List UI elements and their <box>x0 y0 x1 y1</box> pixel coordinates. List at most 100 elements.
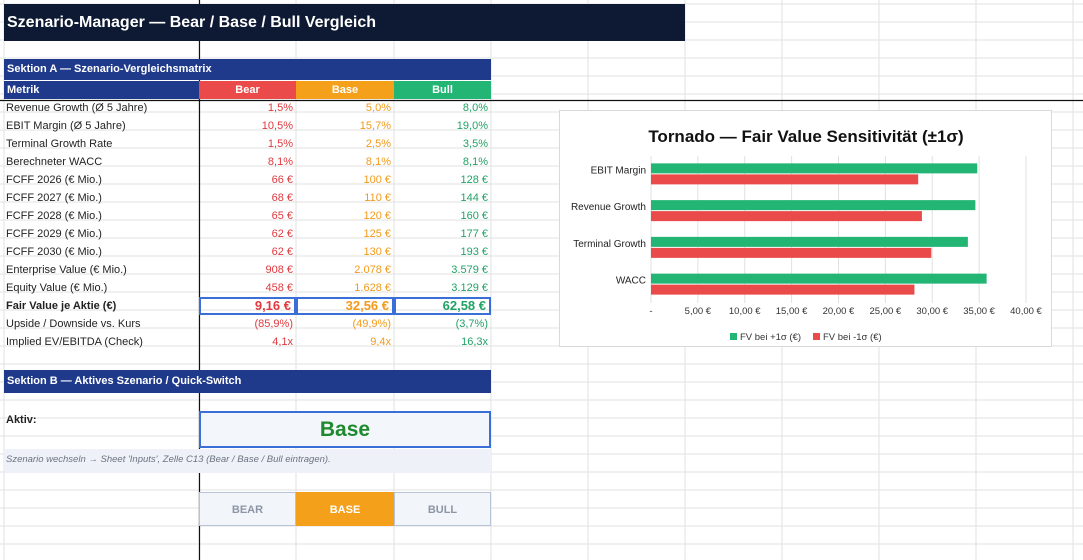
base-value[interactable]: 125 € <box>363 228 391 240</box>
bar-plus <box>651 236 968 247</box>
metric-label[interactable]: FCFF 2028 (€ Mio.) <box>6 210 102 222</box>
x-tick-label: 35,00 € <box>963 306 995 317</box>
x-tick-label: 10,00 € <box>729 306 761 317</box>
metric-label[interactable]: Equity Value (€ Mio.) <box>6 282 108 294</box>
base-button[interactable]: BASE <box>296 492 394 526</box>
bull-value[interactable]: 16,3x <box>461 336 488 348</box>
matrix-row: FCFF 2030 (€ Mio.) 62 € 130 € 193 € <box>4 243 491 261</box>
header-base: Base <box>296 81 394 99</box>
base-value[interactable]: 100 € <box>363 174 391 186</box>
metric-label[interactable]: Terminal Growth Rate <box>6 138 113 150</box>
bear-value[interactable]: 908 € <box>265 264 293 276</box>
matrix-row: Equity Value (€ Mio.) 458 € 1.628 € 3.129 € <box>4 279 491 297</box>
bear-button[interactable]: BEAR <box>199 492 296 526</box>
bar-plus <box>651 163 978 174</box>
base-value[interactable]: 110 € <box>364 192 391 204</box>
section-b-title: Sektion B — Aktives Szenario / Quick-Swi… <box>4 370 491 393</box>
matrix-row: Implied EV/EBITDA (Check) 4,1x 9,4x 16,3x <box>4 333 491 351</box>
bear-value[interactable]: 458 € <box>265 282 293 294</box>
bull-value[interactable]: 193 € <box>460 246 488 258</box>
bull-value[interactable]: 8,0% <box>462 102 488 114</box>
legend-label: FV bei -1σ (€) <box>823 332 882 343</box>
metric-label[interactable]: FCFF 2030 (€ Mio.) <box>6 246 102 258</box>
matrix-row: Terminal Growth Rate 1,5% 2,5% 3,5% <box>4 135 491 153</box>
base-value[interactable]: 8,1% <box>365 156 391 168</box>
metric-label[interactable]: Implied EV/EBITDA (Check) <box>6 336 143 348</box>
metric-label[interactable]: FCFF 2027 (€ Mio.) <box>6 192 102 204</box>
header-metric: Metrik <box>4 81 199 99</box>
bull-value[interactable]: 144 € <box>460 192 488 204</box>
bear-value[interactable]: 68 € <box>271 192 293 204</box>
header-bear: Bear <box>199 81 296 99</box>
category-label: EBIT Margin <box>591 165 646 176</box>
x-tick-label: 15,00 € <box>776 306 808 317</box>
x-tick-label: 30,00 € <box>916 306 948 317</box>
bull-value[interactable]: 62,58 € <box>394 297 491 315</box>
bear-value[interactable]: 65 € <box>271 210 293 222</box>
bull-value[interactable]: 3.129 € <box>451 282 488 294</box>
bull-value[interactable]: 8,1% <box>462 156 488 168</box>
metric-label[interactable]: FCFF 2029 (€ Mio.) <box>6 228 102 240</box>
bear-value[interactable]: 9,16 € <box>199 297 296 315</box>
matrix-row: EBIT Margin (Ø 5 Jahre) 10,5% 15,7% 19,0% <box>4 117 491 135</box>
matrix-row: FCFF 2029 (€ Mio.) 62 € 125 € 177 € <box>4 225 491 243</box>
base-value[interactable]: 9,4x <box>370 336 391 348</box>
bull-button[interactable]: BULL <box>394 492 491 526</box>
base-value[interactable]: 5,0% <box>365 102 391 114</box>
bear-value[interactable]: 4,1x <box>272 336 293 348</box>
base-value[interactable]: 15,7% <box>359 120 391 132</box>
bear-value[interactable]: (85,9%) <box>254 318 293 330</box>
bar-minus <box>651 211 922 222</box>
x-tick-label: 20,00 € <box>823 306 855 317</box>
bull-value[interactable]: 3,5% <box>462 138 488 150</box>
bar-minus <box>651 284 915 295</box>
base-value[interactable]: 1.628 € <box>354 282 391 294</box>
legend-swatch <box>813 333 820 340</box>
bull-value[interactable]: 160 € <box>460 210 488 222</box>
bar-minus <box>651 174 919 185</box>
bear-value[interactable]: 66 € <box>271 174 293 186</box>
matrix-row: FCFF 2027 (€ Mio.) 68 € 110 € 144 € <box>4 189 491 207</box>
bear-value[interactable]: 1,5% <box>267 102 293 114</box>
bear-value[interactable]: 8,1% <box>267 156 293 168</box>
matrix-row: Enterprise Value (€ Mio.) 908 € 2.078 € 3.5… <box>4 261 491 279</box>
bar-minus <box>651 247 932 258</box>
base-value[interactable]: 130 € <box>363 246 391 258</box>
x-tick-label: 5,00 € <box>685 306 712 317</box>
tornado-chart-svg: Tornado — Fair Value Sensitivität (±1σ) … <box>571 127 1043 343</box>
matrix-row: FCFF 2028 (€ Mio.) 65 € 120 € 160 € <box>4 207 491 225</box>
bull-value[interactable]: 19,0% <box>456 120 488 132</box>
matrix-row: Berechneter WACC 8,1% 8,1% 8,1% <box>4 153 491 171</box>
metric-label[interactable]: Enterprise Value (€ Mio.) <box>6 264 127 276</box>
bull-value[interactable]: (3,7%) <box>455 318 488 330</box>
metric-label[interactable]: Upside / Downside vs. Kurs <box>6 318 141 330</box>
header-bull: Bull <box>394 81 491 99</box>
base-value[interactable]: 32,56 € <box>296 297 394 315</box>
category-label: WACC <box>616 276 646 287</box>
bear-value[interactable]: 1,5% <box>267 138 293 150</box>
matrix-row: FCFF 2026 (€ Mio.) 66 € 100 € 128 € <box>4 171 491 189</box>
base-value[interactable]: 2.078 € <box>354 264 391 276</box>
bull-value[interactable]: 177 € <box>460 228 488 240</box>
base-value[interactable]: 120 € <box>363 210 391 222</box>
base-value[interactable]: 2,5% <box>365 138 391 150</box>
metric-label[interactable]: Fair Value je Aktie (€) <box>6 300 117 312</box>
metric-label[interactable]: FCFF 2026 (€ Mio.) <box>6 174 102 186</box>
x-tick-label: 40,00 € <box>1010 306 1042 317</box>
metric-label[interactable]: Berechneter WACC <box>6 156 103 168</box>
bear-value[interactable]: 10,5% <box>261 120 293 132</box>
bull-value[interactable]: 128 € <box>460 174 488 186</box>
sheet-title: Szenario-Manager — Bear / Base / Bull Ve… <box>4 4 685 41</box>
active-scenario-cell[interactable]: Base <box>199 411 491 448</box>
legend-label: FV bei +1σ (€) <box>740 332 801 343</box>
bear-value[interactable]: 62 € <box>271 228 293 240</box>
bull-value[interactable]: 3.579 € <box>451 264 488 276</box>
tornado-chart[interactable]: Tornado — Fair Value Sensitivität (±1σ) … <box>559 110 1052 347</box>
bear-value[interactable]: 62 € <box>271 246 293 258</box>
metric-label[interactable]: EBIT Margin (Ø 5 Jahre) <box>6 120 126 132</box>
legend-swatch <box>730 333 737 340</box>
base-value[interactable]: (49,9%) <box>352 318 391 330</box>
switch-note: Szenario wechseln → Sheet 'Inputs', Zell… <box>4 449 491 473</box>
metric-label[interactable]: Revenue Growth (Ø 5 Jahre) <box>6 102 148 114</box>
section-a-title: Sektion A — Szenario-Vergleichsmatrix <box>4 59 491 80</box>
